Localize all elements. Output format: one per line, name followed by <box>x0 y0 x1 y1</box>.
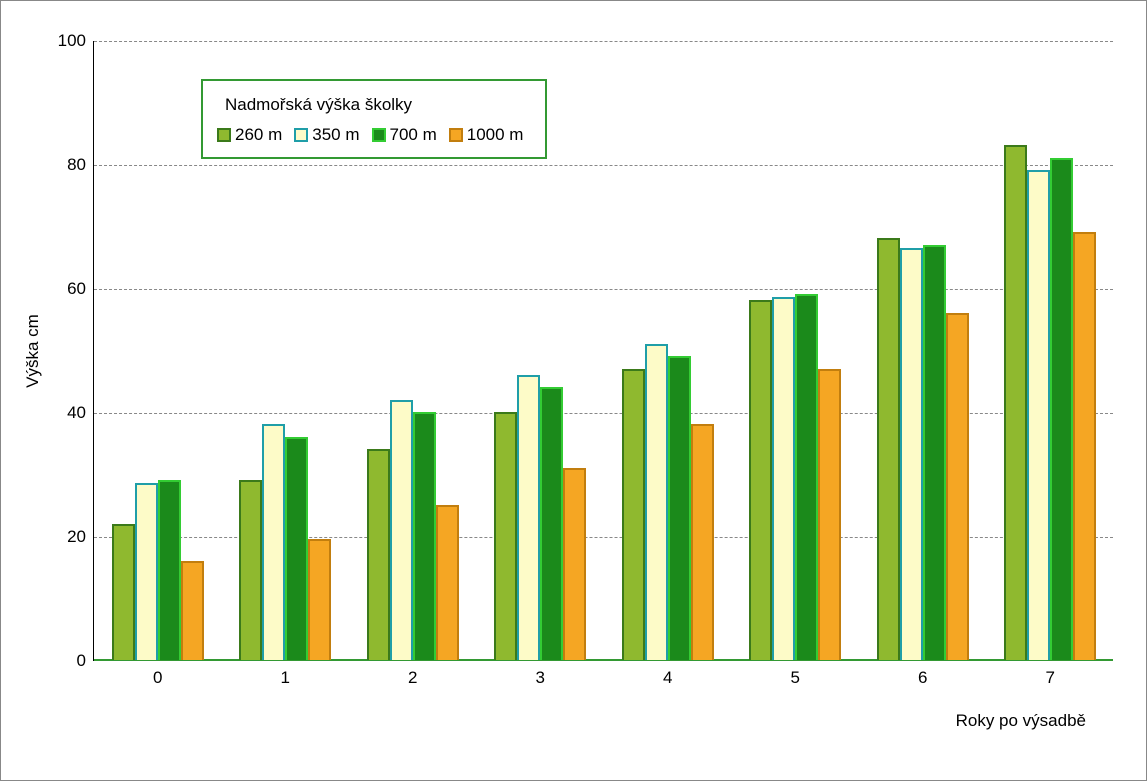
legend-item-label: 350 m <box>312 125 359 145</box>
gridline <box>94 165 1113 166</box>
legend-items-row: 260 m 350 m 700 m 1000 m <box>217 125 531 145</box>
x-tick-label: 2 <box>408 660 417 688</box>
bar <box>563 468 586 660</box>
y-tick-label: 80 <box>67 155 94 175</box>
bar <box>1050 158 1073 660</box>
bar <box>413 412 436 660</box>
x-axis-title: Roky po výsadbě <box>956 711 1086 731</box>
bar <box>1073 232 1096 660</box>
legend-item-label: 700 m <box>390 125 437 145</box>
bar <box>367 449 390 660</box>
bar <box>946 313 969 660</box>
bar <box>494 412 517 660</box>
bar <box>308 539 331 660</box>
bar <box>900 248 923 660</box>
bar <box>436 505 459 660</box>
bar <box>818 369 841 660</box>
x-tick-label: 3 <box>536 660 545 688</box>
bar <box>112 524 135 660</box>
x-tick-label: 1 <box>281 660 290 688</box>
gridline <box>94 41 1113 42</box>
legend-swatch <box>217 128 231 142</box>
bar <box>540 387 563 660</box>
bar <box>691 424 714 660</box>
bar <box>158 480 181 660</box>
legend-item-label: 1000 m <box>467 125 524 145</box>
bar <box>1004 145 1027 660</box>
legend-swatch <box>372 128 386 142</box>
y-tick-label: 60 <box>67 279 94 299</box>
bar <box>390 400 413 660</box>
x-tick-label: 0 <box>153 660 162 688</box>
bar <box>795 294 818 660</box>
bar <box>668 356 691 660</box>
legend-item-label: 260 m <box>235 125 282 145</box>
bar <box>181 561 204 660</box>
y-axis-title: Výška cm <box>23 314 43 388</box>
legend-swatch <box>449 128 463 142</box>
x-tick-label: 7 <box>1046 660 1055 688</box>
bar <box>285 437 308 660</box>
bar <box>645 344 668 660</box>
legend: Nadmořská výška školky 260 m 350 m 700 m 10… <box>201 79 547 159</box>
bar <box>262 424 285 660</box>
gridline <box>94 289 1113 290</box>
y-tick-label: 0 <box>77 651 94 671</box>
bar <box>622 369 645 660</box>
bar <box>1027 170 1050 660</box>
legend-swatch <box>294 128 308 142</box>
chart-container: 0 20 40 60 80 100 0 1 2 3 4 5 6 7 Výška cm Roky po vý… <box>0 0 1147 781</box>
bar <box>749 300 772 660</box>
x-tick-label: 4 <box>663 660 672 688</box>
legend-title: Nadmořská výška školky <box>217 91 531 125</box>
bar <box>877 238 900 660</box>
y-tick-label: 40 <box>67 403 94 423</box>
bar <box>239 480 262 660</box>
x-tick-label: 5 <box>791 660 800 688</box>
bar <box>923 245 946 660</box>
bar <box>135 483 158 660</box>
y-tick-label: 100 <box>58 31 94 51</box>
bar <box>772 297 795 660</box>
y-tick-label: 20 <box>67 527 94 547</box>
bar <box>517 375 540 660</box>
x-tick-label: 6 <box>918 660 927 688</box>
